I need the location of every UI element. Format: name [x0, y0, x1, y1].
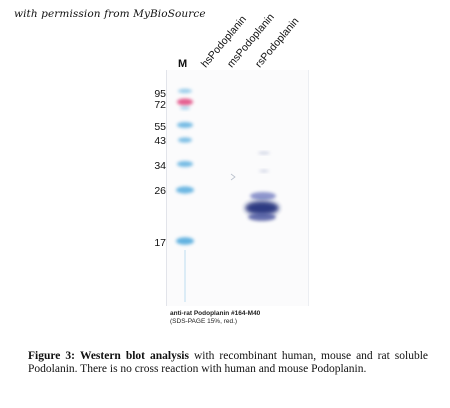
- rs-band-upper: [250, 192, 276, 200]
- marker-band-95: [178, 88, 192, 94]
- marker-band-17: [176, 237, 194, 245]
- ms-lane-artifact: [230, 173, 236, 181]
- rs-lane-bands: [245, 151, 279, 221]
- mw-label-43: 43: [154, 135, 166, 147]
- figure-caption-label: Figure 3:: [28, 350, 75, 362]
- mw-label-95: 95: [154, 88, 166, 100]
- mw-label-26: 26: [154, 185, 166, 197]
- mw-label-17: 17: [154, 237, 166, 249]
- permission-note: with permission from MyBioSource: [14, 8, 206, 20]
- marker-band-26: [176, 186, 194, 194]
- figure-caption-text: with recombinant human, mouse and rat so…: [28, 350, 429, 375]
- marker-ladder: [176, 88, 194, 302]
- marker-lane-label: M: [178, 58, 188, 70]
- blot-caption: anti-rat Podoplanin #164-M40 (SDS-PAGE 1…: [170, 310, 260, 326]
- rs-faint-band-upper: [258, 151, 270, 155]
- marker-band-72b: [180, 106, 190, 110]
- mw-label-55: 55: [154, 121, 166, 133]
- marker-band-34: [177, 161, 193, 167]
- marker-band-43: [178, 137, 192, 143]
- figure-caption-title: Western blot analysis: [79, 350, 189, 362]
- blot-caption-conditions: (SDS-PAGE 15%, red.): [170, 318, 238, 325]
- western-blot-figure: M hsPodoplanin msPodoplanin rsPodoplanin…: [154, 11, 309, 326]
- rs-faint-band-mid: [259, 169, 269, 173]
- marker-band-55: [177, 122, 193, 128]
- mw-label-72: 72: [154, 99, 166, 111]
- marker-band-72: [177, 98, 193, 106]
- mw-label-34: 34: [154, 160, 166, 172]
- blot-caption-antibody: anti-rat Podoplanin #164-M40: [170, 310, 261, 317]
- blot-membrane: [166, 70, 309, 306]
- rs-band-main: [245, 201, 279, 215]
- rs-band-lower: [248, 213, 276, 221]
- figure-caption: Figure 3: Western blot analysis with rec…: [28, 350, 428, 376]
- blot-bands: [176, 88, 279, 302]
